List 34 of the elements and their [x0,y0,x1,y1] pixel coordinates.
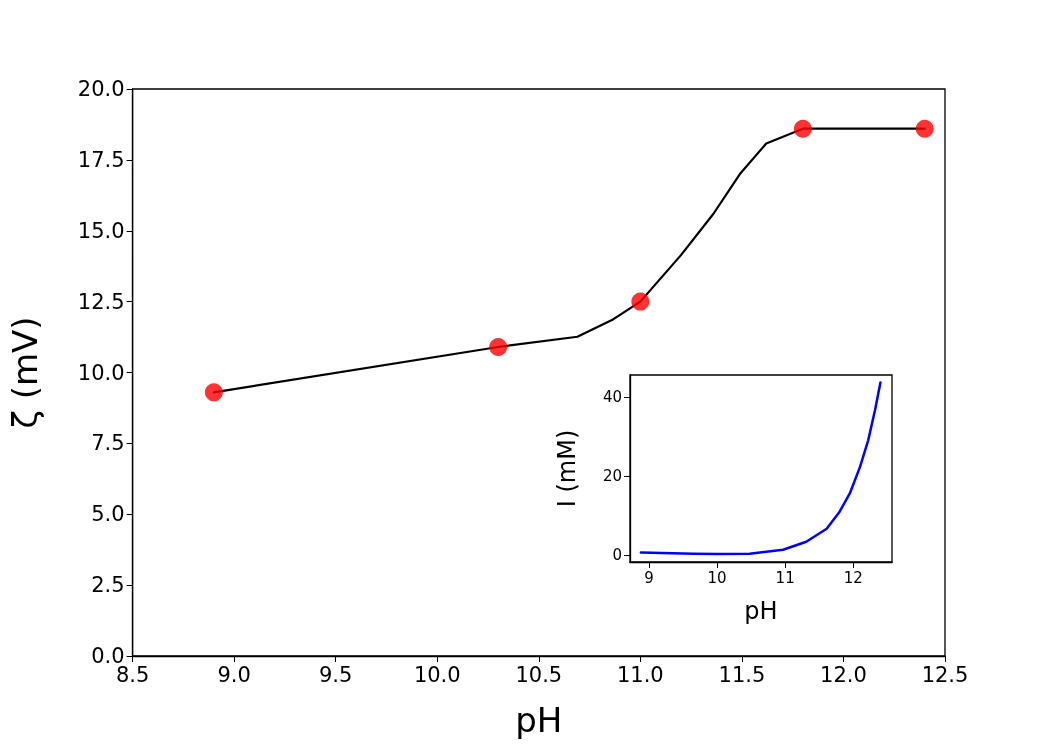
x-tick-label: 12.5 [921,662,969,687]
y-tick-label: 20 [602,467,622,486]
x-tick-label: 9.5 [319,662,353,687]
x-tick-label: 8.5 [115,662,150,687]
y-tick-label: 15.0 [77,218,125,243]
x-tick-label: 10 [707,568,727,587]
x-tick-label: 12.0 [820,662,867,687]
y-tick-label: 20.0 [77,77,125,101]
point [915,119,934,138]
y-axis-title: ζ (mV) [5,316,45,429]
point [204,383,223,402]
x-tick-label: 11.0 [616,662,664,687]
point [489,337,508,356]
y-tick-label: 12.5 [77,289,125,314]
line-series [639,381,882,556]
y-tick-label: 5.0 [91,502,125,527]
y-axis-title: I (mM) [553,429,581,508]
y-tick-label: 7.5 [91,431,125,456]
x-tick-label: 11.5 [718,662,766,687]
x-tick-label: 12 [843,568,863,587]
point [793,119,812,138]
y-tick-label: 17.5 [77,147,125,172]
y-tick-label: 2.5 [91,573,125,598]
x-tick-label: 11 [775,568,795,587]
point [631,292,650,311]
y-tick-label: 0 [612,546,622,565]
y-tick-label: 10.0 [77,360,125,385]
x-tick-label: 10.0 [413,662,461,687]
x-axis-title: pH [744,597,778,625]
y-tick-label: 40 [602,387,622,406]
x-tick-label: 10.5 [515,662,563,687]
x-tick-label: 9 [644,568,654,587]
x-tick-label: 9.0 [217,662,251,687]
x-axis-title: pH [515,699,563,740]
